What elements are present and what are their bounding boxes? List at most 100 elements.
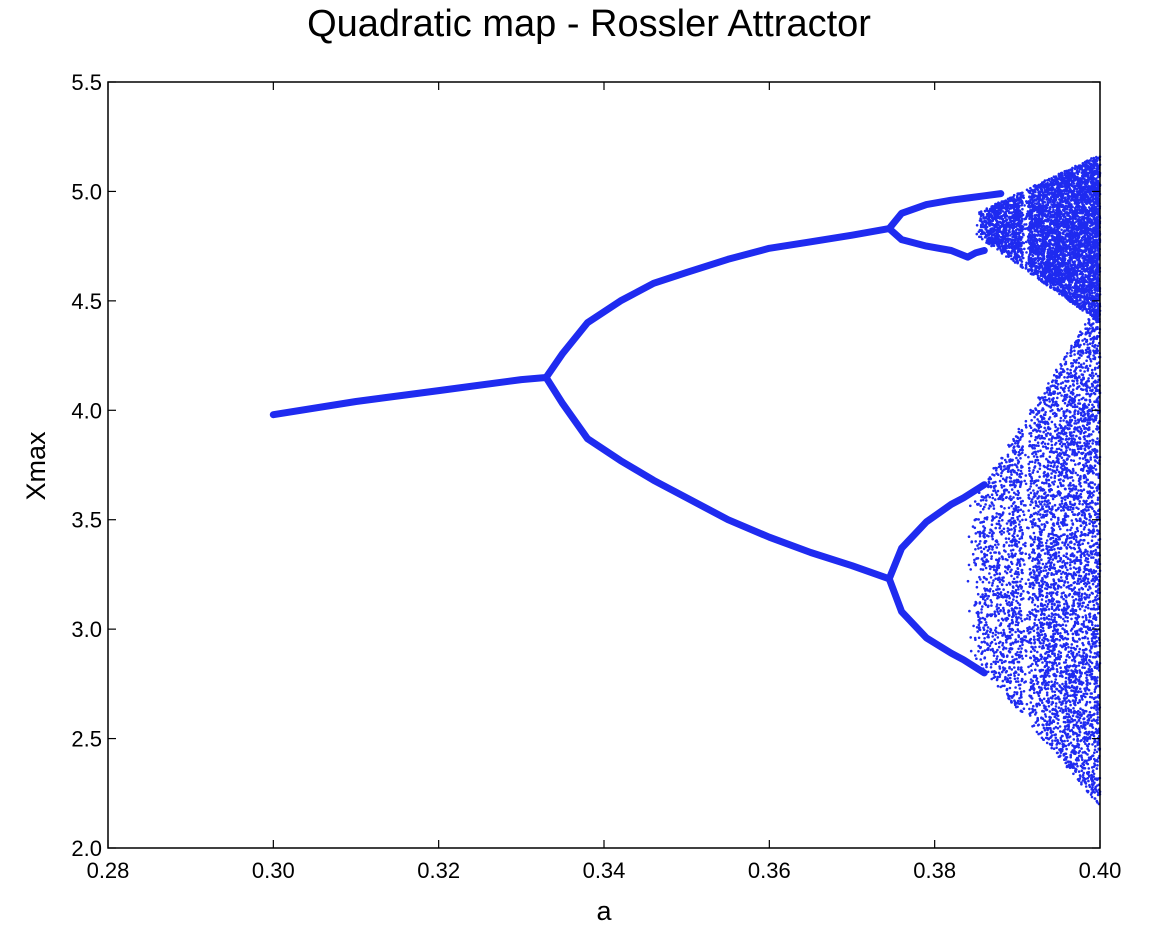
- data-point: [1035, 228, 1039, 232]
- data-point: [1062, 225, 1066, 229]
- data-point: [1068, 217, 1071, 221]
- data-point: [1042, 196, 1045, 200]
- data-point: [1031, 233, 1034, 237]
- data-point: [1035, 271, 1039, 275]
- data-point: [1030, 257, 1033, 260]
- data-point: [1084, 261, 1088, 265]
- data-point: [1055, 190, 1059, 193]
- data-point: [1094, 247, 1097, 251]
- data-point: [1016, 253, 1019, 256]
- data-point: [1094, 238, 1098, 242]
- data-point: [1016, 244, 1019, 248]
- data-point: [1058, 202, 1062, 206]
- data-point: [1089, 196, 1093, 199]
- data-point: [1023, 247, 1026, 251]
- data-point: [1089, 309, 1092, 313]
- data-point: [986, 218, 990, 221]
- data-point: [983, 224, 986, 228]
- data-point: [995, 204, 999, 208]
- data-point: [1007, 244, 1011, 248]
- data-point: [1096, 233, 1099, 236]
- data-point: [1003, 238, 1006, 241]
- data-point: [1093, 286, 1096, 290]
- data-point: [1054, 177, 1057, 180]
- data-point: [999, 224, 1003, 228]
- data-point: [1052, 239, 1056, 242]
- data-point: [1019, 210, 1022, 214]
- data-point: [1072, 244, 1076, 247]
- data-point: [1086, 247, 1090, 251]
- data-point: [1046, 278, 1050, 282]
- data-point: [1009, 225, 1013, 229]
- data-point: [999, 204, 1002, 208]
- data-point: [1050, 218, 1053, 222]
- data-point: [1008, 231, 1011, 234]
- data-point: [1092, 243, 1095, 247]
- data-point: [1080, 199, 1084, 202]
- data-point: [1038, 202, 1041, 206]
- data-point: [1000, 217, 1004, 221]
- data-point: [1020, 247, 1023, 251]
- data-point: [1092, 215, 1096, 218]
- data-point: [1049, 257, 1053, 261]
- data-point: [1068, 283, 1072, 287]
- data-point: [1040, 222, 1044, 225]
- data-point: [997, 223, 1000, 227]
- data-point: [1096, 218, 1100, 222]
- data-point: [1094, 268, 1097, 272]
- data-point: [1064, 211, 1068, 214]
- data-point: [1063, 241, 1066, 244]
- data-point: [1006, 203, 1010, 206]
- data-point: [1032, 260, 1036, 263]
- data-point: [1081, 195, 1084, 198]
- data-point: [991, 243, 995, 246]
- data-point: [1081, 309, 1084, 312]
- data-point: [1029, 243, 1033, 246]
- data-point: [1069, 171, 1073, 174]
- data-point: [1034, 187, 1038, 191]
- data-point: [1038, 237, 1041, 241]
- data-point: [979, 210, 983, 214]
- data-point: [1008, 251, 1012, 255]
- data-point: [1008, 196, 1012, 200]
- data-point: [1061, 218, 1065, 221]
- data-point: [1080, 218, 1083, 221]
- data-point: [1049, 180, 1052, 184]
- data-point: [1095, 280, 1098, 284]
- data-point: [1083, 183, 1087, 186]
- data-point: [1031, 192, 1034, 196]
- data-point: [1023, 204, 1026, 207]
- data-point: [1081, 225, 1085, 228]
- data-point: [1036, 250, 1039, 253]
- data-point: [1091, 223, 1094, 227]
- data-point: [1083, 278, 1087, 282]
- data-point: [1075, 190, 1079, 193]
- data-point: [1012, 239, 1015, 242]
- data-point: [1089, 163, 1092, 166]
- data-point: [1085, 208, 1089, 212]
- data-point: [987, 211, 991, 214]
- data-point: [1056, 236, 1060, 240]
- data-point: [1020, 236, 1024, 239]
- data-point: [1020, 204, 1023, 207]
- data-point: [1059, 171, 1063, 175]
- data-point: [1068, 253, 1071, 256]
- data-point: [1082, 259, 1085, 263]
- data-point: [1046, 255, 1049, 259]
- data-point: [1072, 239, 1076, 243]
- data-point: [1073, 260, 1077, 263]
- data-point: [991, 223, 995, 226]
- data-point: [1013, 200, 1016, 203]
- data-point: [1027, 211, 1031, 214]
- data-point: [1087, 167, 1090, 171]
- data-point: [1087, 267, 1091, 271]
- data-point: [1011, 246, 1014, 249]
- data-point: [1028, 224, 1032, 228]
- data-point: [1029, 238, 1033, 241]
- data-point: [1010, 243, 1013, 246]
- data-point: [1015, 202, 1018, 206]
- data-point: [1018, 225, 1022, 229]
- data-point: [1001, 221, 1004, 224]
- data-point: [1048, 198, 1052, 202]
- data-point: [1041, 267, 1045, 271]
